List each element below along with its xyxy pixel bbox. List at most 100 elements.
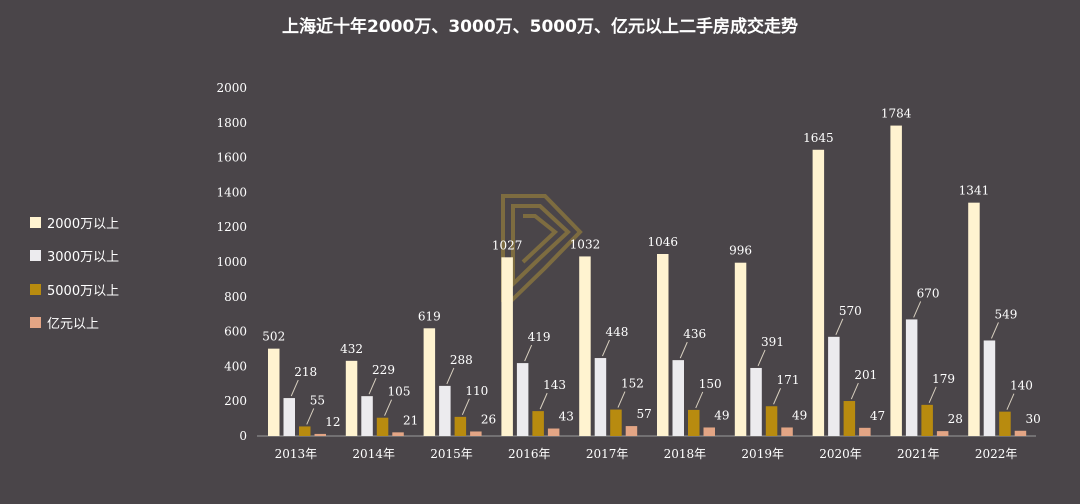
data-label: 432 [340,342,363,356]
bar [454,416,467,436]
bar [812,149,825,436]
data-label: 229 [372,363,395,377]
y-tick-label: 200 [224,394,247,408]
data-label: 218 [294,365,317,379]
data-label: 49 [792,408,807,422]
leader-line [368,377,377,395]
bar [361,396,373,436]
leader-line [306,408,315,425]
data-label: 288 [450,353,473,367]
data-label: 43 [559,410,574,424]
bar [890,125,902,437]
bar [734,262,747,436]
y-tick-label: 2000 [216,81,247,95]
data-label: 549 [994,307,1017,321]
bar [983,340,996,436]
data-label: 436 [683,327,706,341]
data-label: 28 [948,412,963,426]
bar [610,409,622,436]
legend-label: 亿元以上 [47,317,100,332]
data-label: 179 [932,372,955,386]
bar [859,427,871,436]
data-label: 391 [761,335,784,349]
bar [392,432,404,436]
legend-item-yi: 亿元以上 [30,315,119,332]
legend-label: 5000万以上 [47,283,120,299]
leader-line [773,388,782,405]
bar [921,404,933,436]
y-tick-label: 1600 [216,151,247,165]
data-label: 150 [699,377,722,391]
data-label: 201 [854,368,877,382]
data-label: 996 [729,244,752,258]
data-label: 47 [870,409,885,423]
bar [672,360,684,436]
bar [703,427,715,436]
bar [283,398,295,436]
leader-line [446,367,455,385]
leader-line [757,349,766,367]
bar [781,427,793,436]
leader-line [617,391,626,408]
data-label: 619 [418,309,441,323]
data-label: 670 [917,286,940,300]
bar [501,257,513,436]
bar [968,202,980,436]
bar [1014,430,1027,436]
data-label: 57 [636,407,651,421]
bar [936,431,949,436]
y-tick-label: 1800 [216,116,247,130]
leader-line [850,382,859,400]
legend-item-5000: 5000万以上 [30,281,120,299]
legend-item-3000: 3000万以上 [30,248,119,265]
data-label: 21 [403,413,418,427]
bar [688,409,700,436]
leader-line [835,318,844,336]
bar [299,426,311,436]
legend-label: 2000万以上 [47,216,120,232]
data-label: 30 [1025,412,1040,426]
bar [532,411,544,436]
x-tick-label: 2014年 [352,447,395,461]
bar [828,336,840,436]
leader-line [384,399,393,416]
bar [314,433,326,436]
leader-line [1006,393,1015,410]
x-tick-label: 2021年 [897,447,940,461]
data-label: 570 [839,304,862,318]
leader-line [679,341,688,359]
x-tick-label: 2018年 [664,447,707,461]
leader-line [524,344,533,362]
legend: 2000万以上 3000万以上 5000万以上 亿元以上 [30,214,119,348]
x-tick-label: 2015年 [430,447,473,461]
leader-line [290,379,299,397]
y-tick-label: 1000 [216,255,247,269]
x-tick-label: 2022年 [975,447,1018,461]
bar [423,328,436,436]
data-label: 140 [1010,379,1033,393]
y-tick-label: 1200 [216,220,247,234]
bar [579,256,591,436]
chart-title: 上海近十年2000万、3000万、5000万、亿元以上二手房成交走势 [282,17,798,37]
x-tick-label: 2016年 [508,447,551,461]
data-label: 419 [528,330,551,344]
leader-line [539,392,548,410]
data-label: 26 [481,412,496,426]
leader-line [913,301,922,318]
leader-line [461,398,470,416]
legend-swatch [30,317,41,328]
legend-swatch [30,216,41,228]
bar [439,385,451,436]
data-label: 143 [543,378,566,392]
data-label: 49 [714,408,729,422]
data-label: 1027 [492,238,523,252]
bar [470,431,482,436]
leader-line [990,322,999,339]
bar [376,417,389,436]
bar [999,411,1011,436]
data-label: 1046 [647,235,678,249]
bar [547,428,560,436]
leader-line [601,339,610,357]
